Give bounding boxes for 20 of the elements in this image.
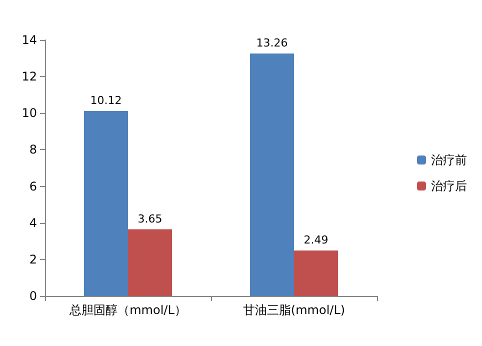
legend-label: 治疗前 [431,153,467,167]
bar [84,110,128,296]
bar [250,54,294,296]
data-label: 13.26 [256,36,288,50]
x-tick-label: 甘油三脂(mmol/L) [242,303,346,317]
y-tick-label: 10 [22,106,37,120]
legend-label: 治疗后 [431,179,467,193]
y-tick-label: 4 [29,216,37,230]
data-label: 2.49 [304,233,328,246]
data-label: 10.12 [90,94,122,107]
x-tick-label: 总胆固醇（mmol/L） [68,303,186,317]
data-label: 3.65 [138,212,162,226]
y-tick-label: 14 [22,33,37,47]
bar [128,229,172,296]
y-tick-label: 8 [29,142,37,157]
bar [294,250,338,296]
y-tick-label: 6 [29,179,37,194]
y-tick-label: 0 [29,289,37,303]
y-tick-label: 12 [22,70,37,84]
y-tick-label: 2 [29,252,37,266]
